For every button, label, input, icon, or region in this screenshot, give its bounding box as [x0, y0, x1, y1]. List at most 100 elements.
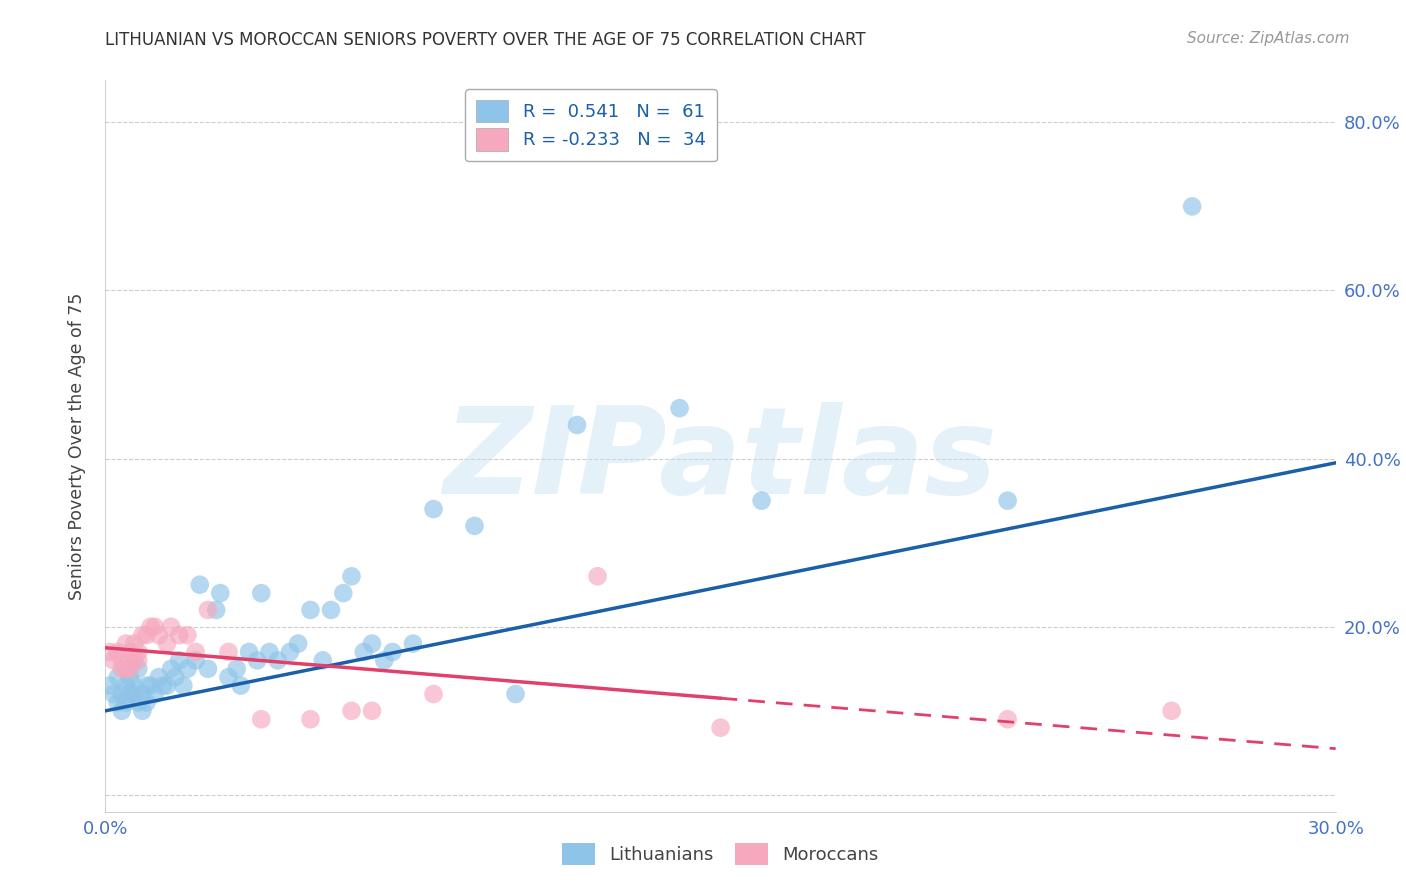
Point	[218, 670, 240, 684]
Point	[340, 704, 363, 718]
Point	[120, 687, 141, 701]
Legend: Lithuanians, Moroccans: Lithuanians, Moroccans	[555, 836, 886, 872]
Point	[111, 704, 134, 718]
Point	[98, 645, 121, 659]
Point	[319, 603, 342, 617]
Point	[156, 679, 179, 693]
Point	[120, 670, 141, 684]
Point	[148, 670, 170, 684]
Point	[169, 653, 191, 667]
Point	[209, 586, 232, 600]
Point	[340, 569, 363, 583]
Point	[565, 417, 588, 432]
Point	[997, 712, 1019, 726]
Point	[267, 653, 290, 667]
Point	[165, 670, 187, 684]
Point	[668, 401, 690, 416]
Point	[127, 662, 149, 676]
Point	[122, 636, 145, 650]
Point	[176, 662, 198, 676]
Point	[172, 679, 194, 693]
Point	[135, 628, 157, 642]
Point	[373, 653, 395, 667]
Point	[176, 628, 198, 642]
Point	[131, 704, 153, 718]
Point	[188, 578, 211, 592]
Point	[107, 645, 129, 659]
Point	[135, 695, 157, 709]
Point	[225, 662, 247, 676]
Point	[312, 653, 335, 667]
Point	[107, 670, 129, 684]
Point	[127, 695, 149, 709]
Point	[127, 653, 149, 667]
Point	[1160, 704, 1182, 718]
Point	[287, 636, 309, 650]
Point	[751, 493, 773, 508]
Point	[218, 645, 240, 659]
Point	[586, 569, 609, 583]
Point	[120, 645, 141, 659]
Point	[184, 645, 207, 659]
Point	[1181, 199, 1204, 213]
Point	[103, 653, 125, 667]
Point	[250, 712, 273, 726]
Point	[131, 687, 153, 701]
Point	[111, 687, 134, 701]
Point	[139, 679, 162, 693]
Point	[148, 628, 170, 642]
Point	[997, 493, 1019, 508]
Point	[259, 645, 281, 659]
Point	[143, 620, 166, 634]
Point	[120, 662, 141, 676]
Point	[152, 679, 174, 693]
Point	[98, 679, 121, 693]
Point	[402, 636, 425, 650]
Text: LITHUANIAN VS MOROCCAN SENIORS POVERTY OVER THE AGE OF 75 CORRELATION CHART: LITHUANIAN VS MOROCCAN SENIORS POVERTY O…	[105, 31, 866, 49]
Point	[160, 620, 183, 634]
Point	[299, 603, 322, 617]
Text: ZIPatlas: ZIPatlas	[443, 402, 998, 519]
Point	[115, 636, 138, 650]
Point	[361, 704, 384, 718]
Point	[111, 662, 134, 676]
Point	[238, 645, 260, 659]
Point	[229, 679, 252, 693]
Point	[135, 679, 157, 693]
Point	[115, 679, 138, 693]
Point	[246, 653, 269, 667]
Point	[127, 645, 149, 659]
Text: Source: ZipAtlas.com: Source: ZipAtlas.com	[1187, 31, 1350, 46]
Point	[122, 687, 145, 701]
Point	[422, 502, 444, 516]
Point	[122, 653, 145, 667]
Point	[197, 662, 219, 676]
Point	[381, 645, 404, 659]
Point	[464, 519, 486, 533]
Point	[197, 603, 219, 617]
Point	[160, 662, 183, 676]
Point	[353, 645, 375, 659]
Point	[278, 645, 301, 659]
Point	[422, 687, 444, 701]
Point	[143, 687, 166, 701]
Point	[332, 586, 354, 600]
Point	[505, 687, 527, 701]
Point	[115, 695, 138, 709]
Point	[250, 586, 273, 600]
Y-axis label: Seniors Poverty Over the Age of 75: Seniors Poverty Over the Age of 75	[67, 293, 86, 599]
Point	[299, 712, 322, 726]
Point	[361, 636, 384, 650]
Point	[710, 721, 733, 735]
Point	[139, 620, 162, 634]
Point	[131, 628, 153, 642]
Point	[107, 695, 129, 709]
Point	[169, 628, 191, 642]
Point	[111, 653, 134, 667]
Point	[103, 687, 125, 701]
Point	[205, 603, 228, 617]
Point	[156, 636, 179, 650]
Point	[122, 679, 145, 693]
Point	[115, 662, 138, 676]
Point	[184, 653, 207, 667]
